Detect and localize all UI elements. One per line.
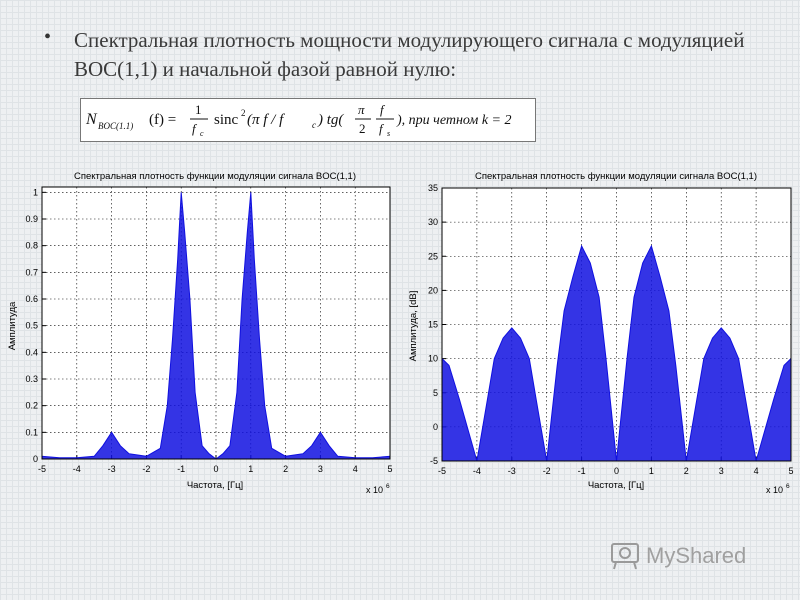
formula-sinc-arg: (π f / f [247, 112, 285, 128]
formula-sinc: sinc [214, 112, 239, 128]
y-axis-label: Амплитуда, [dB] [408, 291, 419, 362]
y-tick-label: 0 [433, 422, 438, 432]
y-tick-label: 0.6 [25, 294, 38, 304]
x-tick-label: -2 [543, 466, 551, 476]
y-tick-label: 30 [428, 217, 438, 227]
x-tick-label: 0 [614, 466, 619, 476]
formula-frac3-num: f [380, 102, 386, 117]
y-tick-label: 20 [428, 285, 438, 295]
x-multiplier-exponent: 6 [786, 483, 790, 490]
plot-frame [41, 186, 391, 460]
x-tick-label: -4 [73, 464, 81, 474]
y-tick-label: 5 [433, 388, 438, 398]
formula-sinc-arg-sub: c [312, 120, 316, 130]
y-tick-label: 15 [428, 320, 438, 330]
formula-frac2-den: 2 [359, 121, 366, 136]
x-tick-label: -1 [177, 464, 185, 474]
x-tick-label: -5 [438, 466, 446, 476]
y-tick-label: 0.3 [25, 374, 38, 384]
plot-frame [441, 187, 792, 462]
y-tick-label: 0.8 [25, 241, 38, 251]
y-tick-label: 25 [428, 251, 438, 261]
x-axis-label: Частота, [Гц] [187, 480, 243, 491]
watermark: MyShared [608, 536, 788, 576]
y-tick-label: 0.2 [25, 401, 38, 411]
x-tick-label: 3 [318, 464, 323, 474]
y-tick-label: 0.9 [25, 214, 38, 224]
x-tick-label: 4 [353, 464, 358, 474]
chart-svg-linear: Спектральная плотность функции модуляции… [7, 171, 393, 495]
slide-title-text: Спектральная плотность мощности модулиру… [74, 28, 745, 81]
x-tick-label: -1 [578, 466, 586, 476]
y-tick-label: 1 [33, 187, 38, 197]
x-multiplier-exponent: 6 [386, 483, 390, 490]
formula-tg: ) tg( [317, 112, 344, 128]
x-tick-label: -2 [142, 464, 150, 474]
series-envelope-0 [41, 192, 391, 460]
watermark-svg: MyShared [611, 543, 746, 570]
chart-svg-db: Спектральная плотность функции модуляции… [408, 171, 794, 495]
formula-lhs-symbol: N [85, 111, 98, 128]
x-multiplier-label: x 10 [366, 485, 383, 495]
x-tick-label: 1 [248, 464, 253, 474]
formula-frac1-den-sub: c [200, 129, 204, 138]
y-tick-label: 10 [428, 354, 438, 364]
x-tick-label: 4 [754, 466, 759, 476]
formula-lhs-arg: (f) = [149, 112, 176, 128]
x-axis-label: Частота, [Гц] [588, 480, 644, 491]
chart-amplitude-db: Спектральная плотность функции модуляции… [400, 162, 800, 502]
formula-condition: ), при четном k = 2 [396, 113, 512, 128]
chart-amplitude-linear: Спектральная плотность функции модуляции… [0, 162, 400, 502]
x-tick-label: -3 [108, 464, 116, 474]
y-tick-label: 0.1 [25, 427, 38, 437]
x-tick-label: 5 [387, 464, 392, 474]
y-tick-label: 35 [428, 183, 438, 193]
y-tick-label: 0.5 [25, 321, 38, 331]
x-tick-label: 2 [684, 466, 689, 476]
x-tick-label: -3 [508, 466, 516, 476]
y-tick-label: -5 [430, 456, 438, 466]
formula-frac1-num: 1 [195, 102, 202, 117]
formula-box: N BOC(1.1) (f) = 1 f c sinc 2 (π f / f c… [80, 98, 536, 142]
x-tick-label: -5 [38, 464, 46, 474]
x-tick-label: 5 [788, 466, 793, 476]
formula-frac3-den-sub: s [387, 129, 390, 138]
formula-frac1-den: f [192, 121, 198, 136]
formula-frac3-den: f [379, 121, 385, 136]
y-tick-label: 0 [33, 454, 38, 464]
x-tick-label: 3 [719, 466, 724, 476]
formula-frac2-num: π [358, 102, 365, 117]
watermark-text: MyShared [646, 543, 746, 568]
x-tick-label: -4 [473, 466, 481, 476]
y-tick-label: 0.4 [25, 347, 38, 357]
formula-sinc-power: 2 [241, 108, 246, 118]
x-multiplier-label: x 10 [766, 485, 783, 495]
x-tick-label: 0 [213, 464, 218, 474]
chart-title: Спектральная плотность функции модуляции… [475, 171, 757, 182]
bullet-point: • [44, 26, 52, 48]
y-tick-label: 0.7 [25, 267, 38, 277]
formula: N BOC(1.1) (f) = 1 f c sinc 2 (π f / f c… [85, 102, 512, 138]
x-tick-label: 2 [283, 464, 288, 474]
chart-title: Спектральная плотность функции модуляции… [74, 171, 356, 182]
y-axis-label: Амплитуда [7, 301, 18, 350]
series-envelope-0 [441, 244, 792, 462]
formula-lhs-sub: BOC(1.1) [98, 121, 133, 131]
projector-icon [611, 543, 639, 570]
x-tick-label: 1 [649, 466, 654, 476]
